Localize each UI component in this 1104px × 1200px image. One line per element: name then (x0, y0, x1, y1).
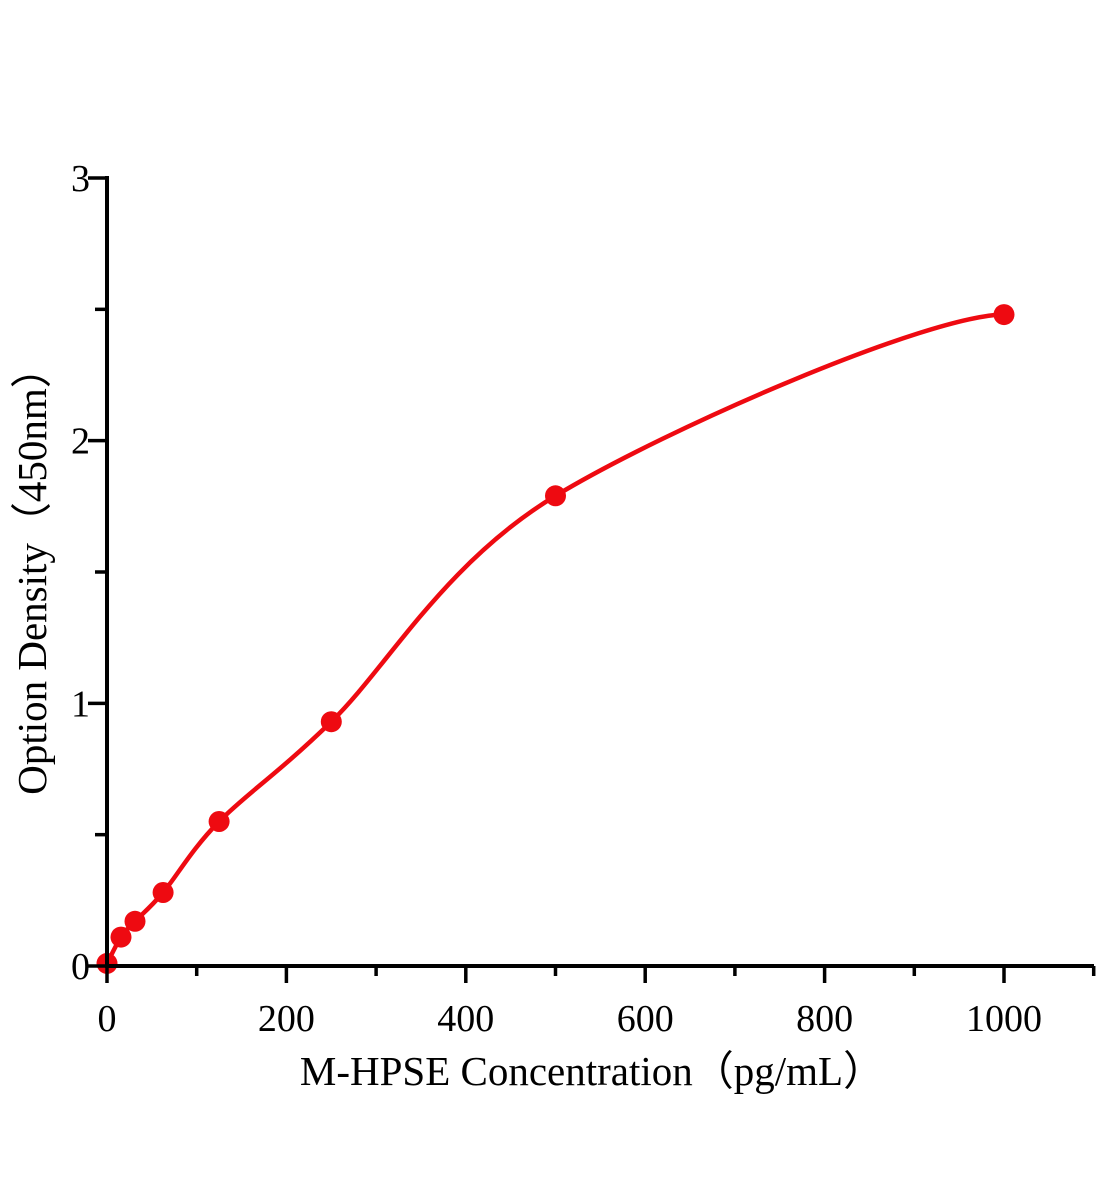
x-axis-title: M-HPSE Concentration（pg/mL） (300, 1048, 884, 1094)
x-tick-label: 1000 (966, 998, 1042, 1040)
fit-curve (104, 312, 1007, 966)
y-axis-title: Option Density（450nm） (9, 347, 55, 795)
plot-layer (96, 304, 1015, 974)
data-point (993, 304, 1015, 326)
y-tick-label: 1 (71, 683, 90, 725)
data-point (208, 811, 230, 832)
x-tick-label: 0 (98, 998, 117, 1040)
y-tick-label: 0 (71, 946, 90, 988)
y-tick-label: 2 (71, 421, 90, 463)
x-tick-label: 200 (258, 998, 315, 1040)
data-point (110, 926, 132, 948)
x-tick-label: 800 (796, 998, 853, 1040)
axes-layer (105, 176, 1094, 968)
data-point (320, 711, 342, 733)
data-point (152, 882, 174, 903)
x-tick-label: 400 (437, 998, 494, 1040)
y-tick-label: 3 (71, 158, 90, 200)
ticks-layer: 0 200 400 600 800 1000 0 1 2 3 (71, 158, 1096, 1040)
x-tick-label: 600 (617, 998, 674, 1040)
data-point (545, 485, 566, 507)
data-point (124, 910, 146, 932)
